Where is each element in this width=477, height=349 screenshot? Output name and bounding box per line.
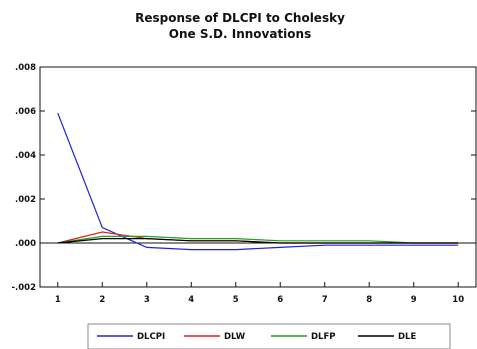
y-tick-label: .004 bbox=[15, 151, 36, 161]
x-tick-label: 8 bbox=[366, 295, 372, 305]
y-tick-label: .006 bbox=[15, 107, 36, 117]
y-axis: .008 .006 .004 .002 .000 -.002 bbox=[12, 63, 476, 293]
x-tick-label: 5 bbox=[233, 295, 239, 305]
chart-title-line-1: Response of DLCPI to Cholesky bbox=[135, 11, 345, 25]
x-tick-label: 3 bbox=[144, 295, 150, 305]
x-axis: 1 2 3 4 5 6 7 8 9 10 bbox=[55, 282, 464, 305]
series-line-dlcpi bbox=[57, 112, 459, 251]
legend-label-dle: DLE bbox=[398, 332, 416, 342]
x-tick-label: 10 bbox=[452, 295, 464, 305]
x-tick-label: 1 bbox=[55, 295, 61, 305]
legend-label-dlcpi: DLCPI bbox=[137, 332, 165, 342]
chart-title-line-2: One S.D. Innovations bbox=[169, 27, 311, 41]
series-line-dle bbox=[57, 238, 459, 244]
legend: DLCPI DLW DLFP DLE bbox=[87, 323, 451, 349]
legend-label-dlfp: DLFP bbox=[311, 332, 336, 342]
y-tick-label: .008 bbox=[15, 63, 36, 73]
legend-label-dlw: DLW bbox=[224, 332, 246, 342]
x-tick-label: 4 bbox=[188, 295, 194, 305]
legend-box bbox=[87, 323, 451, 349]
series-line-dlfp bbox=[57, 235, 459, 244]
x-tick-label: 7 bbox=[322, 295, 328, 305]
x-tick-label: 9 bbox=[411, 295, 417, 305]
plot-frame bbox=[39, 66, 477, 288]
series-lines bbox=[57, 112, 459, 251]
y-tick-label: .002 bbox=[15, 195, 36, 205]
x-tick-label: 2 bbox=[99, 295, 105, 305]
y-tick-label: .000 bbox=[15, 239, 36, 249]
y-tick-label: -.002 bbox=[12, 283, 37, 293]
x-tick-label: 6 bbox=[277, 295, 283, 305]
